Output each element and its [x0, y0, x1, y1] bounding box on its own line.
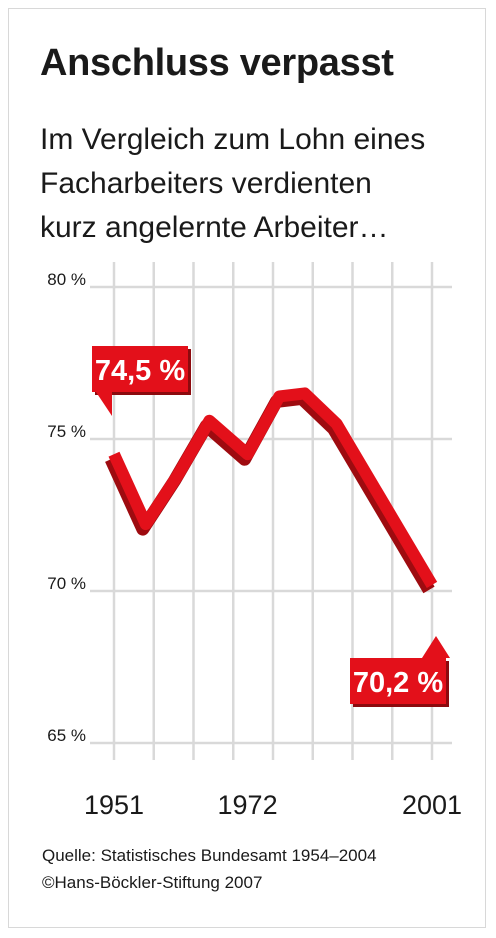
x-tick-label: 1951	[84, 790, 144, 820]
x-tick-label: 2001	[402, 790, 462, 820]
chart-subtitle: Im Vergleich zum Lohn eines Facharbeiter…	[40, 118, 480, 250]
x-tick-label: 1972	[218, 790, 278, 820]
subtitle-line: Im Vergleich zum Lohn eines	[40, 123, 426, 156]
y-tick-label: 75 %	[47, 422, 86, 441]
callout-box	[350, 658, 446, 704]
callout-box	[92, 346, 188, 392]
y-tick-label: 80 %	[47, 270, 86, 289]
callout-pointer	[422, 636, 450, 658]
source-note: Quelle: Statistisches Bundesamt 1954–200…	[42, 846, 377, 865]
series-line	[108, 387, 438, 588]
y-tick-label: 70 %	[47, 574, 86, 593]
data-label: 74,5 %	[95, 355, 185, 387]
subtitle-line: Facharbeiters verdienten	[40, 167, 372, 200]
copyright-note: ©Hans-Böckler-Stiftung 2007	[42, 873, 263, 892]
callout-pointer	[96, 392, 112, 416]
data-label: 70,2 %	[353, 667, 443, 699]
subtitle-line: kurz angelernte Arbeiter…	[40, 211, 389, 244]
chart-footer: Quelle: Statistisches Bundesamt 1954–200…	[42, 842, 377, 896]
y-tick-label: 65 %	[47, 726, 86, 745]
chart-title: Anschluss verpasst	[40, 42, 394, 84]
chart-frame	[8, 8, 486, 928]
